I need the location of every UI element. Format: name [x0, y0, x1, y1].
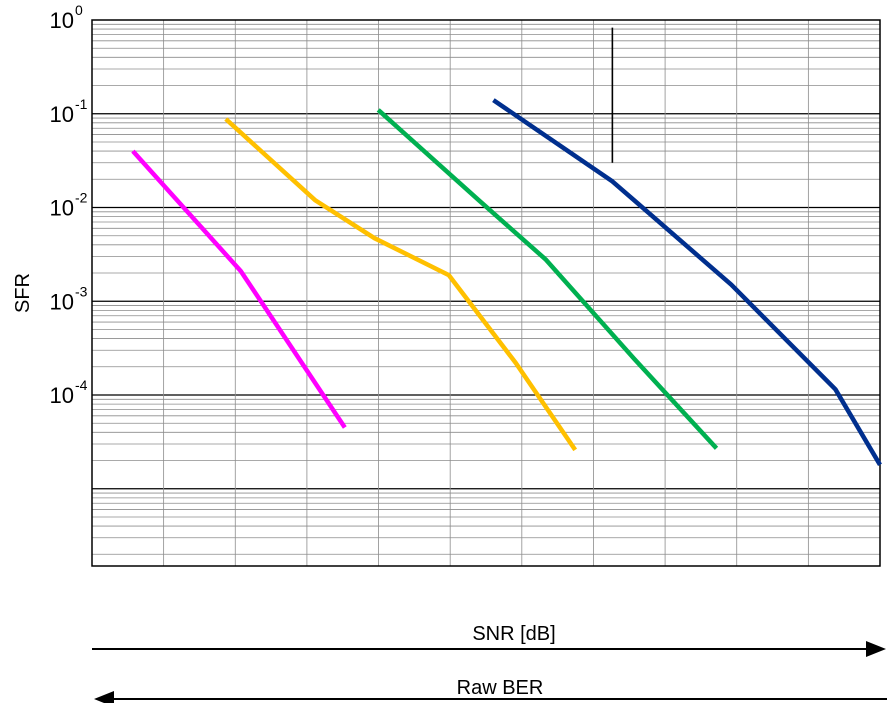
y-tick-exponent: -4 — [75, 377, 88, 393]
x-axis-label: SNR [dB] — [472, 623, 555, 645]
y-tick-exponent: -1 — [75, 96, 88, 112]
series-lines — [131, 98, 882, 466]
y-tick-label: 10 — [50, 102, 74, 127]
grid-lines — [92, 20, 880, 566]
raw-ber-arrow — [94, 691, 887, 703]
y-tick-label: 10 — [50, 196, 74, 221]
y-tick-exponent: 0 — [75, 2, 83, 18]
series-line-2 — [224, 117, 578, 452]
series-line-1 — [131, 149, 347, 429]
y-axis-label: SFR — [12, 273, 34, 313]
y-tick-label: 10 — [50, 8, 74, 33]
y-tick-label: 10 — [50, 383, 74, 408]
series-line-4 — [492, 98, 882, 466]
y-tick-exponent: -3 — [75, 283, 88, 299]
y-tick-exponent: -2 — [75, 190, 88, 206]
plot-frame — [91, 19, 881, 567]
y-tick-label: 10 — [50, 289, 74, 314]
series-line-3 — [376, 108, 719, 450]
secondary-x-axis-label: Raw BER — [457, 677, 544, 699]
snr-arrow — [92, 641, 886, 657]
